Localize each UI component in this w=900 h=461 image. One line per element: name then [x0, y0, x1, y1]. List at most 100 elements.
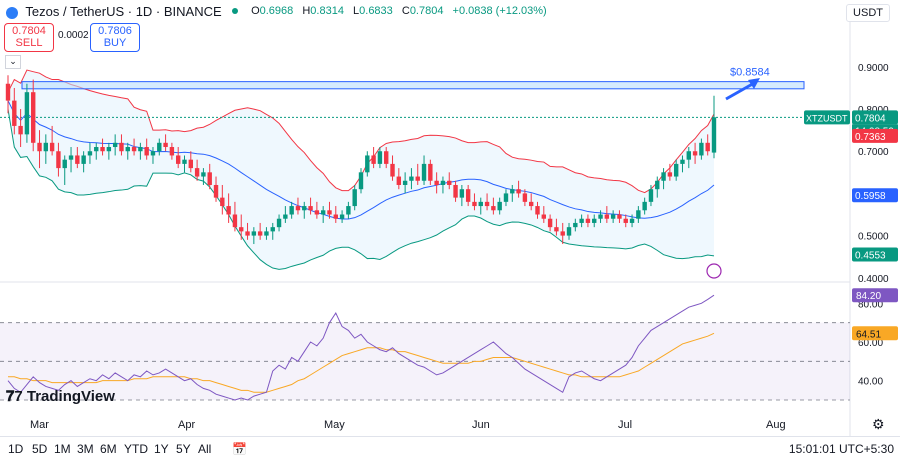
- candle-body: [43, 142, 49, 152]
- candle-body: [465, 189, 471, 202]
- ohlc-readout: O0.6968 H0.8314 L0.6833 C0.7804 +0.0838 …: [232, 5, 547, 17]
- bollinger-fill: [8, 70, 714, 270]
- candle-body: [655, 180, 660, 190]
- candle-body: [163, 142, 168, 148]
- candle-body: [207, 172, 212, 185]
- buy-button[interactable]: 0.7806 BUY: [90, 23, 140, 52]
- timeframe-5d[interactable]: 5D: [32, 442, 48, 456]
- collapse-chevron-icon[interactable]: ⌄: [5, 55, 21, 69]
- timeframe-5y[interactable]: 5Y: [176, 442, 191, 456]
- rsi-tick-label: 60.00: [858, 338, 883, 349]
- ohlc-high: H0.8314: [302, 5, 344, 17]
- x-tick-label: Mar: [30, 419, 49, 431]
- candle-body: [447, 180, 452, 185]
- candle-body: [396, 176, 402, 185]
- currency-selector[interactable]: USDT: [846, 4, 890, 22]
- candle-body: [302, 206, 307, 211]
- candle-body: [516, 189, 521, 194]
- candle-body: [24, 92, 30, 135]
- candle-body: [510, 189, 515, 194]
- chart-header: Tezos / TetherUS · 1D · BINANCE O0.6968 …: [0, 0, 900, 22]
- timeframe-6m[interactable]: 6M: [100, 442, 117, 456]
- timeframe-all[interactable]: All: [198, 442, 212, 456]
- candle-body: [409, 176, 414, 181]
- calendar-range-icon[interactable]: 📅: [232, 442, 247, 456]
- x-tick-label: Apr: [178, 419, 195, 431]
- tradingview-logo-icon: 𝟕7: [6, 388, 23, 405]
- candle-body: [201, 172, 206, 177]
- tezos-logo-icon: [6, 6, 18, 19]
- candle-body: [220, 197, 225, 207]
- candle-body: [648, 189, 654, 202]
- candle-body: [314, 210, 320, 215]
- candle-body: [459, 189, 465, 198]
- candle-body: [144, 147, 149, 156]
- timeframe-1m[interactable]: 1M: [54, 442, 71, 456]
- candle-body: [131, 147, 137, 152]
- candle-body: [283, 214, 288, 219]
- candle-body: [62, 159, 67, 169]
- candle-body: [87, 151, 93, 156]
- candle-body: [503, 193, 509, 202]
- candle-body: [213, 184, 219, 198]
- candle-body: [270, 227, 275, 232]
- clock-readout: 15:01:01 UTC+5:30: [788, 442, 894, 456]
- candle-body: [428, 163, 433, 181]
- rsi-ma-line: [8, 332, 715, 393]
- candle-body: [339, 214, 345, 219]
- tradingview-logo-text: TradingView: [26, 388, 115, 405]
- bollinger-lower-line: [7, 108, 715, 270]
- x-tick-label: Jul: [618, 419, 632, 431]
- rsi-tick-label: 40.00: [858, 377, 883, 388]
- buy-label: BUY: [103, 37, 127, 49]
- candle-body: [402, 180, 408, 185]
- candle-body: [554, 227, 559, 232]
- upper-band-tag-bg: [852, 128, 898, 143]
- timeframe-1y[interactable]: 1Y: [154, 442, 169, 456]
- candle-body: [295, 206, 301, 211]
- rsi-tick-label: 80.00: [858, 299, 883, 310]
- gear-icon[interactable]: ⚙: [872, 416, 885, 432]
- symbol-title[interactable]: Tezos / TetherUS · 1D · BINANCE: [6, 4, 222, 19]
- price-tick-label: 0.4000: [858, 274, 889, 285]
- candle-body: [592, 218, 597, 223]
- sell-price: 0.7804: [12, 25, 46, 37]
- candle-body: [264, 231, 269, 236]
- annotation-label: $0.8584: [730, 67, 770, 79]
- candle-body: [245, 231, 250, 236]
- candle-body: [100, 147, 105, 152]
- sell-button[interactable]: 0.7804 SELL: [4, 23, 54, 52]
- price-chart[interactable]: $0.85840.90000.80000.70000.50000.400080.…: [0, 0, 900, 436]
- candle-body: [484, 201, 490, 207]
- candle-body: [573, 222, 578, 228]
- basis-tag-bg: [852, 188, 898, 203]
- candle-body: [421, 163, 427, 181]
- candle-body: [49, 142, 55, 152]
- tradingview-logo: 𝟕7 TradingView: [6, 388, 115, 405]
- candle-body: [598, 214, 603, 219]
- price-tick-label: 0.9000: [858, 63, 889, 74]
- candle-body: [188, 159, 194, 169]
- timeframe-1d[interactable]: 1D: [8, 442, 24, 456]
- trend-arrow-line: [725, 80, 757, 101]
- candle-body: [415, 176, 420, 181]
- candle-body: [75, 155, 80, 164]
- candle-body: [94, 147, 99, 152]
- candle-body: [371, 155, 376, 164]
- candle-body: [705, 142, 710, 152]
- candle-body: [320, 210, 326, 215]
- candle-body: [434, 180, 439, 185]
- timeframe-3m[interactable]: 3M: [77, 442, 94, 456]
- candle-body: [365, 155, 370, 173]
- candle-body: [308, 206, 313, 211]
- candle-body: [81, 155, 86, 164]
- ohlc-change: +0.0838 (+12.03%): [452, 5, 547, 17]
- candle-body: [37, 142, 42, 152]
- candle-body: [106, 147, 112, 152]
- candle-body: [541, 214, 547, 219]
- candle-body: [629, 218, 635, 223]
- timeframe-ytd[interactable]: YTD: [124, 442, 148, 456]
- candle-body: [289, 206, 294, 215]
- rsi-ma-current-tag: 64.51: [856, 329, 881, 340]
- ohlc-close: C0.7804: [401, 5, 444, 17]
